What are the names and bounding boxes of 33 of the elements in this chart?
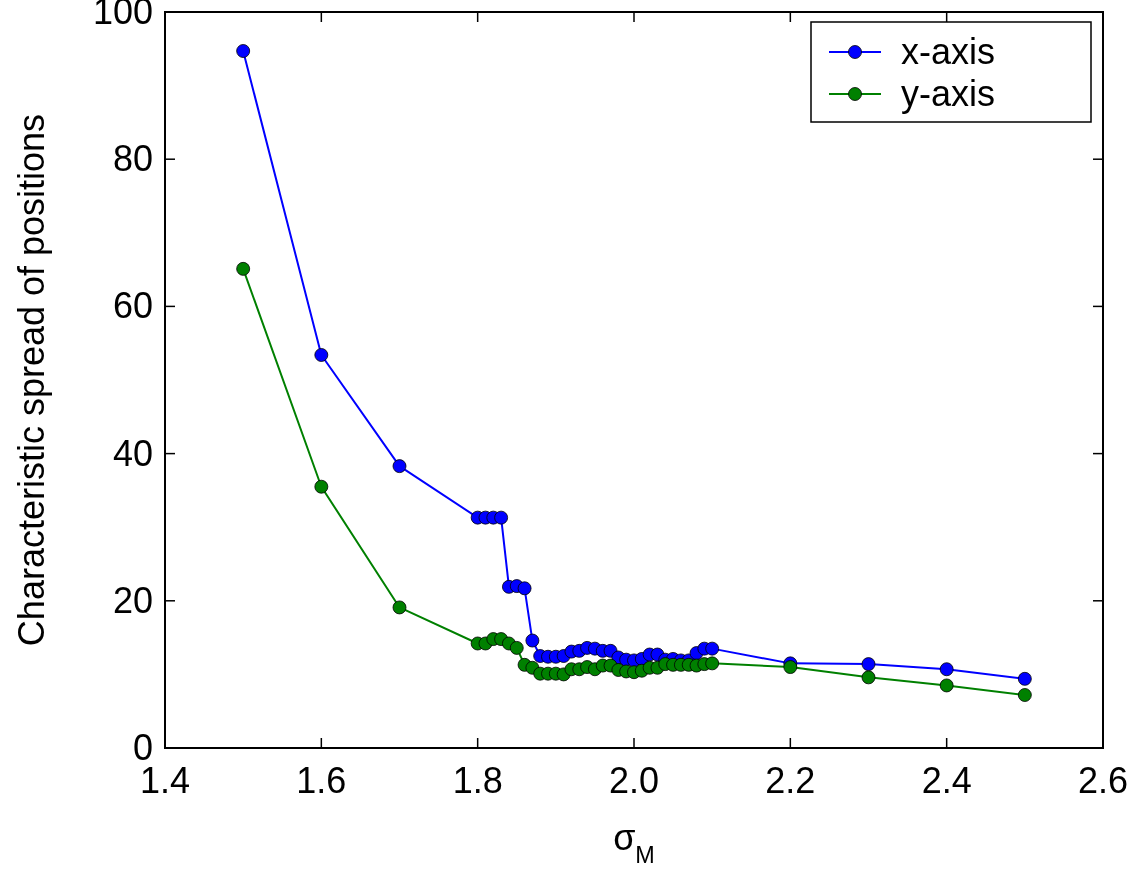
- point: [314, 479, 329, 494]
- point: [517, 581, 532, 596]
- x-tick-label: 2.4: [921, 760, 972, 801]
- point: [861, 670, 876, 685]
- point: [236, 261, 251, 276]
- y-tick-label: 40: [112, 432, 153, 474]
- point: [236, 44, 251, 58]
- x-tick-label: 2.6: [1077, 760, 1129, 801]
- y-tick-label: 20: [112, 579, 153, 621]
- point: [525, 633, 540, 648]
- point: [392, 459, 407, 474]
- y-axis-title: Characteristic spread of positions: [11, 113, 52, 647]
- x-tick-label: 1.6: [296, 760, 347, 801]
- point: [509, 641, 524, 655]
- legend-label: x-axis: [901, 31, 996, 72]
- y-tick-label: 80: [112, 138, 153, 180]
- point: [939, 662, 954, 677]
- point: [392, 600, 407, 615]
- point: [1017, 671, 1032, 686]
- x-axis-title: σ$_{M}$: [613, 817, 655, 868]
- point: [705, 656, 720, 671]
- point: [314, 348, 329, 362]
- point: [861, 657, 876, 671]
- x-tick-label: 1.8: [452, 760, 503, 801]
- legend-label: y-axis: [901, 73, 996, 114]
- x-tick-label: 2.0: [608, 760, 660, 801]
- point: [494, 510, 509, 525]
- point: [705, 641, 720, 656]
- point: [783, 660, 798, 674]
- y-tick-label: 60: [112, 285, 153, 327]
- point: [939, 678, 954, 693]
- x-tick-label: 2.2: [765, 760, 816, 801]
- point: [1017, 688, 1032, 702]
